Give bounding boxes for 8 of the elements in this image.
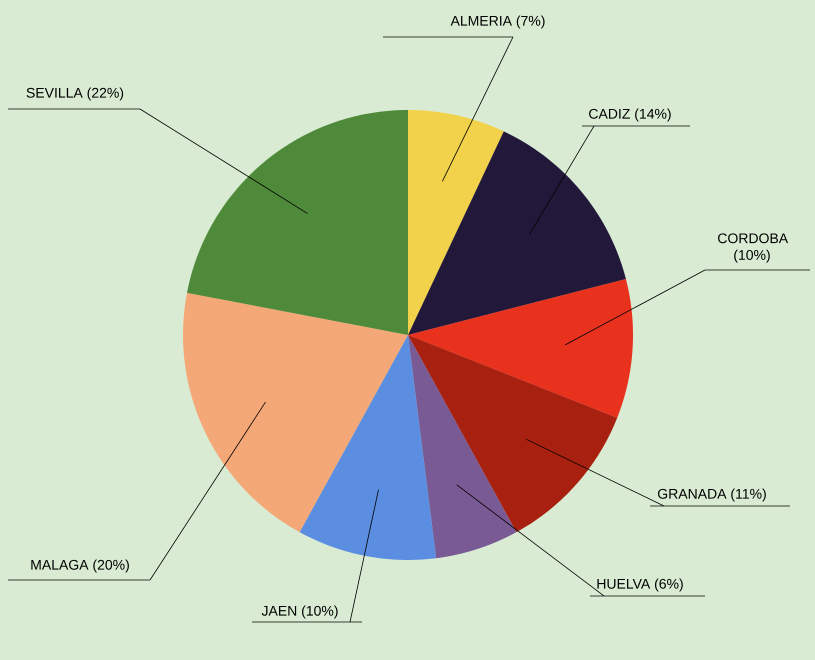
slice-label: ALMERIA (7%) xyxy=(450,15,545,29)
slice-label: MALAGA (20%) xyxy=(31,559,129,573)
slice-label: SEVILLA (22%) xyxy=(26,87,124,101)
slice-label: JAEN (10%) xyxy=(262,605,338,619)
slice-label: GRANADA (11%) xyxy=(658,488,766,502)
slice-label: CORDOBA (10%) xyxy=(718,233,788,263)
slice-label: CADIZ (14%) xyxy=(589,108,671,122)
slice-label: HUELVA (6%) xyxy=(597,578,683,592)
